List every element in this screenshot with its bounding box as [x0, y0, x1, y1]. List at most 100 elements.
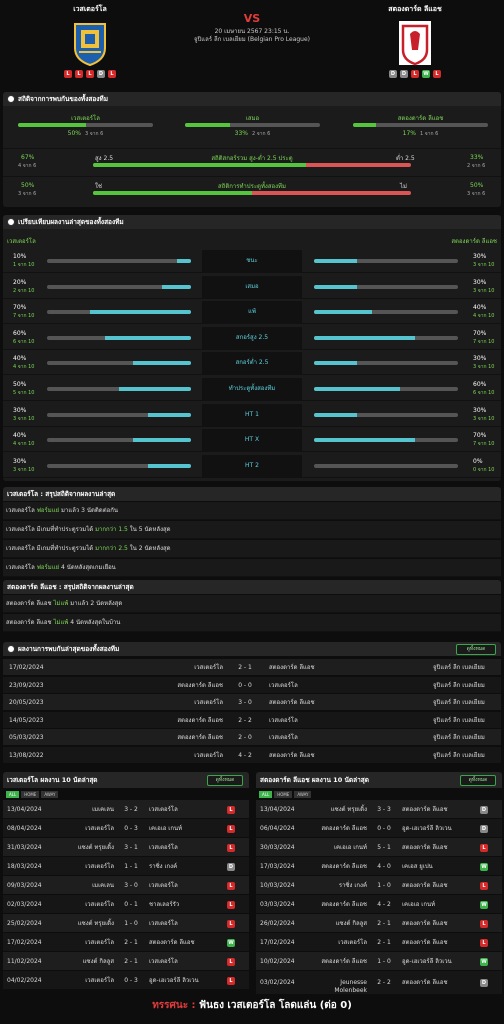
form-result-badge: W — [422, 70, 430, 78]
away-last10-tabs: ALL HOME AWAY — [259, 791, 312, 798]
over-pct: 67% — [21, 154, 35, 161]
compare-home-pct: 10% — [13, 253, 27, 260]
away-last10-view-all-button[interactable]: ดูทั้งหมด — [460, 775, 496, 786]
score-cell: 0 - 3 — [124, 977, 138, 984]
compare-home-bar — [47, 259, 191, 263]
compare-home-pct: 30% — [13, 406, 27, 414]
match-date: 11/02/2024 — [7, 958, 42, 965]
under-pct: 33% — [470, 154, 484, 161]
table-row[interactable]: 17/02/2024 เวสเตอร์โล 2 - 1 สตองดาร์ด ลีแอช… — [3, 659, 501, 676]
result-badge: L — [480, 881, 488, 890]
table-row[interactable]: 25/02/2024 แซงต์ ทรุยเดิ้ง 1 - 0 เวสเตอร์โล… — [3, 914, 249, 933]
result-badge: L — [480, 843, 488, 852]
table-row[interactable]: 09/03/2024 เมเคเลน 3 - 0 เวสเตอร์โล L — [3, 876, 249, 895]
score-cell: 4 - 0 — [377, 863, 391, 870]
summary-highlight: ฟอร์มแย่ — [36, 564, 60, 571]
score-cell: 4 - 2 — [377, 901, 391, 908]
away-team-cell: สตองดาร์ด ลีแอช — [402, 920, 448, 927]
table-row[interactable]: 11/02/2024 แซงต์ กิลลูส 2 - 1 เวสเตอร์โล L — [3, 952, 249, 971]
compare-row: 30% 3 จาก 10 HT 2 0% 0 จาก 10 — [3, 454, 501, 478]
compare-home-count: 1 จาก 10 — [13, 262, 35, 268]
table-row[interactable]: 17/02/2024 เวสเตอร์โล 2 - 1 สตองดาร์ด ลีแอช… — [256, 933, 502, 952]
result-badge: W — [227, 938, 235, 947]
compare-away-bar — [314, 259, 458, 263]
over-label: สูง 2.5 — [95, 155, 114, 162]
btts-bar — [93, 191, 411, 195]
table-row[interactable]: 17/03/2024 สตองดาร์ด ลีแอช 4 - 0 เคเอส ยูเป… — [256, 857, 502, 876]
table-row[interactable]: 04/02/2024 เวสเตอร์โล 0 - 3 อูด-เฮเวอร์ลี ล… — [3, 971, 249, 990]
filter-tab-all[interactable]: ALL — [259, 791, 273, 798]
compare-away-count: 3 จาก 10 — [473, 287, 495, 294]
home-last10-section: เวสเตอร์โล ผลงาน 10 นัดล่าสุด ดูทั้งหมด … — [3, 772, 249, 990]
away-team-name: สตองดาร์ด ลีแอช — [388, 5, 442, 13]
under-count: 2 จาก 6 — [467, 163, 486, 169]
table-row[interactable]: 13/04/2024 เมเคเลน 3 - 2 เวสเตอร์โล L — [3, 800, 249, 819]
over-under-title: สถิติสกอร์รวม สูง-ต่ำ 2.5 ประตู — [211, 155, 293, 162]
table-row[interactable]: 10/02/2024 สตองดาร์ด ลีแอช 1 - 0 อูด-เฮเวอร… — [256, 952, 502, 971]
table-row[interactable]: 18/03/2024 เวสเตอร์โล 1 - 1 ราซิ่ง เกงค์ D — [3, 857, 249, 876]
compare-away-bar — [314, 438, 458, 443]
compare-home-count: 4 จาก 10 — [13, 441, 35, 448]
filter-tab-home[interactable]: HOME — [21, 791, 40, 798]
compare-away-count: 3 จาก 10 — [473, 262, 495, 268]
compare-metric-label: แพ้ — [202, 301, 302, 324]
result-badge: D — [480, 824, 488, 833]
away-summary-header: สตองดาร์ด ลีแอช : สรุปสถิติจากผลงานล่าสุ… — [3, 580, 501, 594]
table-row[interactable]: 10/03/2024 ราซิ่ง เกงค์ 1 - 0 สตองดาร์ด ลีแ… — [256, 876, 502, 895]
table-row[interactable]: 17/02/2024 เวสเตอร์โล 2 - 1 สตองดาร์ด ลีแอช… — [3, 933, 249, 952]
home-team-cell: เคเอเอ เกนท์ — [333, 843, 367, 851]
compare-home-pct: 30% — [13, 457, 27, 465]
h2h-view-all-button[interactable]: ดูทั้งหมด — [456, 644, 496, 655]
filter-tab-away[interactable]: AWAY — [41, 791, 59, 798]
home-team-cell: เมเคเลน — [92, 881, 114, 889]
compare-row: 20% 2 จาก 10 เสมอ 30% 3 จาก 10 — [3, 275, 501, 299]
table-row[interactable]: 03/02/2024 Jeunesse Molenbeek 2 - 2 สตองดาร… — [256, 971, 502, 995]
match-date: 20/05/2023 — [9, 699, 44, 706]
compare-away-pct: 60% — [473, 381, 487, 388]
table-row[interactable]: 14/05/2023 สตองดาร์ด ลีแอช 2 - 2 เวสเตอร์โล… — [3, 711, 501, 729]
table-row[interactable]: 05/03/2023 สตองดาร์ด ลีแอช 2 - 0 เวสเตอร์โล… — [3, 729, 501, 746]
compare-home-count: 3 จาก 10 — [13, 466, 35, 473]
home-team-cell: เวสเตอร์โล — [85, 824, 114, 832]
score-cell: 2 - 1 — [238, 664, 252, 671]
home-last10-view-all-button[interactable]: ดูทั้งหมด — [207, 775, 243, 786]
score-cell: 2 - 1 — [377, 939, 391, 946]
table-row[interactable]: 30/03/2024 เคเอเอ เกนท์ 5 - 1 สตองดาร์ด ลีแ… — [256, 838, 502, 857]
result-badge: L — [227, 919, 235, 928]
h2h-bar — [18, 123, 153, 127]
compare-home-count: 6 จาก 10 — [13, 338, 35, 345]
summary-text: มาแล้ว 3 นัดติดต่อกัน — [61, 507, 118, 514]
home-team-cell: เวสเตอร์โล — [85, 976, 114, 984]
table-row[interactable]: 08/04/2024 เวสเตอร์โล 0 - 3 เคเอเอ เกนท์ L — [3, 819, 249, 838]
table-row[interactable]: 20/05/2023 เวสเตอร์โล 3 - 0 สตองดาร์ด ลีแอช… — [3, 694, 501, 711]
match-date: 17/02/2024 — [260, 939, 295, 946]
filter-tab-all[interactable]: ALL — [6, 791, 20, 798]
table-row[interactable]: 13/04/2024 แซงต์ ทรุยเดิ้ง 3 - 3 สตองดาร์ด … — [256, 800, 502, 819]
home-team-logo — [73, 20, 107, 67]
table-row[interactable]: 02/03/2024 เวสเตอร์โล 0 - 1 ชาลเลอร์รัว L — [3, 895, 249, 914]
score-cell: 2 - 1 — [124, 939, 138, 946]
score-cell: 5 - 1 — [377, 844, 391, 851]
match-date: 05/03/2023 — [9, 734, 44, 741]
result-badge: L — [480, 919, 488, 928]
btts-yes-pct: 50% — [21, 182, 35, 189]
table-row[interactable]: 13/08/2022 เวสเตอร์โล 4 - 2 สตองดาร์ด ลีแอช… — [3, 746, 501, 764]
score-cell: 3 - 2 — [124, 806, 138, 813]
table-row[interactable]: 06/04/2024 สตองดาร์ด ลีแอช 0 - 0 อูด-เฮเวอร… — [256, 819, 502, 838]
table-row[interactable]: 03/03/2024 สตองดาร์ด ลีแอช 4 - 2 เคเอเอ เกน… — [256, 895, 502, 914]
score-cell: 0 - 3 — [124, 825, 138, 832]
table-row[interactable]: 26/02/2024 แซงต์ กิลลูส 2 - 1 สตองดาร์ด ลีแ… — [256, 914, 502, 933]
table-row[interactable]: 23/09/2023 สตองดาร์ด ลีแอช 0 - 0 เวสเตอร์โล… — [3, 676, 501, 694]
compare-home-count: 4 จาก 10 — [13, 364, 35, 371]
compare-away-bar — [314, 335, 458, 340]
table-row[interactable]: 31/03/2024 แซงต์ ทรุยเดิ้ง 3 - 1 เวสเตอร์โล… — [3, 838, 249, 857]
filter-tab-home[interactable]: HOME — [274, 791, 293, 798]
filter-tab-away[interactable]: AWAY — [294, 791, 312, 798]
result-badge: L — [227, 976, 235, 985]
match-date: 26/02/2024 — [260, 920, 295, 927]
vs-label: VS — [243, 12, 261, 25]
match-date: 13/04/2024 — [7, 806, 42, 813]
